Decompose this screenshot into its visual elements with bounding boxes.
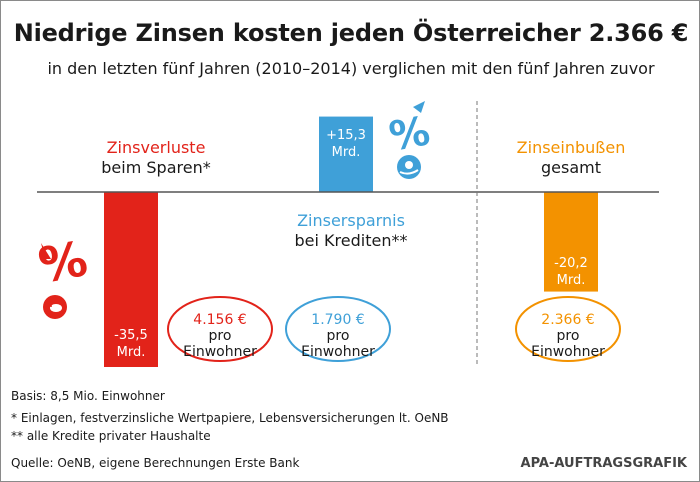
footer-credit: APA-AUFTRAGSGRAFIK <box>520 456 687 471</box>
footer-note-1: * Einlagen, festverzinsliche Wertpapiere… <box>11 411 449 425</box>
label-zinsersparnis: Zinsersparnis bei Krediten** <box>256 211 446 251</box>
label-zinsverluste: Zinsverluste beim Sparen* <box>61 138 251 178</box>
bar-value-kredite: +15,3 Mrd. <box>319 127 373 161</box>
label-zinsersparnis-line2: bei Krediten** <box>294 231 408 250</box>
bar-value-gesamt-unit: Mrd. <box>556 273 586 288</box>
per-capita-orange: 2.366 € pro Einwohner <box>518 312 618 360</box>
bar-sparen <box>104 192 158 367</box>
label-zinsersparnis-line1: Zinsersparnis <box>297 211 405 230</box>
label-zinseinbussen-line1: Zinseinbußen <box>516 138 626 157</box>
svg-text:%: % <box>34 231 91 295</box>
footer-source: Quelle: OeNB, eigene Berechnungen Erste … <box>11 456 300 470</box>
bar-value-sparen: -35,5 Mrd. <box>104 327 158 361</box>
label-zinsverluste-line1: Zinsverluste <box>106 138 206 157</box>
percent-up-icon: % <box>386 101 433 160</box>
label-zinsverluste-line2: beim Sparen* <box>101 158 211 177</box>
per-capita-orange-value: 2.366 € <box>541 312 595 328</box>
per-capita-orange-unit1: pro <box>556 328 580 344</box>
percent-down-icon: % <box>34 231 91 295</box>
chart-subtitle: in den letzten fünf Jahren (2010–2014) v… <box>47 59 655 78</box>
per-capita-blue: 1.790 € pro Einwohner <box>288 312 388 360</box>
per-capita-red: 4.156 € pro Einwohner <box>170 312 270 360</box>
per-capita-red-value: 4.156 € <box>193 312 247 328</box>
footer-basis: Basis: 8,5 Mio. Einwohner <box>11 389 165 403</box>
label-zinseinbussen-line2: gesamt <box>541 158 601 177</box>
per-capita-orange-unit2: Einwohner <box>531 344 605 360</box>
per-capita-red-unit1: pro <box>208 328 232 344</box>
bar-value-kredite-number: +15,3 <box>326 128 366 143</box>
bar-value-sparen-unit: Mrd. <box>116 345 146 360</box>
per-capita-blue-unit2: Einwohner <box>301 344 375 360</box>
bar-value-sparen-number: -35,5 <box>114 328 148 343</box>
per-capita-blue-value: 1.790 € <box>311 312 365 328</box>
per-capita-red-unit2: Einwohner <box>183 344 257 360</box>
chart-title: Niedrige Zinsen kosten jeden Österreiche… <box>13 19 689 47</box>
bar-value-kredite-unit: Mrd. <box>331 145 361 160</box>
svg-text:%: % <box>386 108 433 160</box>
footer-note-2: ** alle Kredite privater Haushalte <box>11 429 211 443</box>
per-capita-circle-blue <box>285 296 391 362</box>
label-zinseinbussen: Zinseinbußen gesamt <box>501 138 641 178</box>
bar-value-gesamt: -20,2 Mrd. <box>544 255 598 289</box>
bar-kredite <box>319 116 373 192</box>
bar-value-gesamt-number: -20,2 <box>554 256 588 271</box>
bar-gesamt <box>544 192 598 292</box>
per-capita-blue-unit1: pro <box>326 328 350 344</box>
per-capita-circle-orange <box>515 296 621 362</box>
hand-coin-icon <box>397 155 421 179</box>
piggy-bank-icon <box>43 295 67 319</box>
per-capita-circle-red <box>167 296 273 362</box>
